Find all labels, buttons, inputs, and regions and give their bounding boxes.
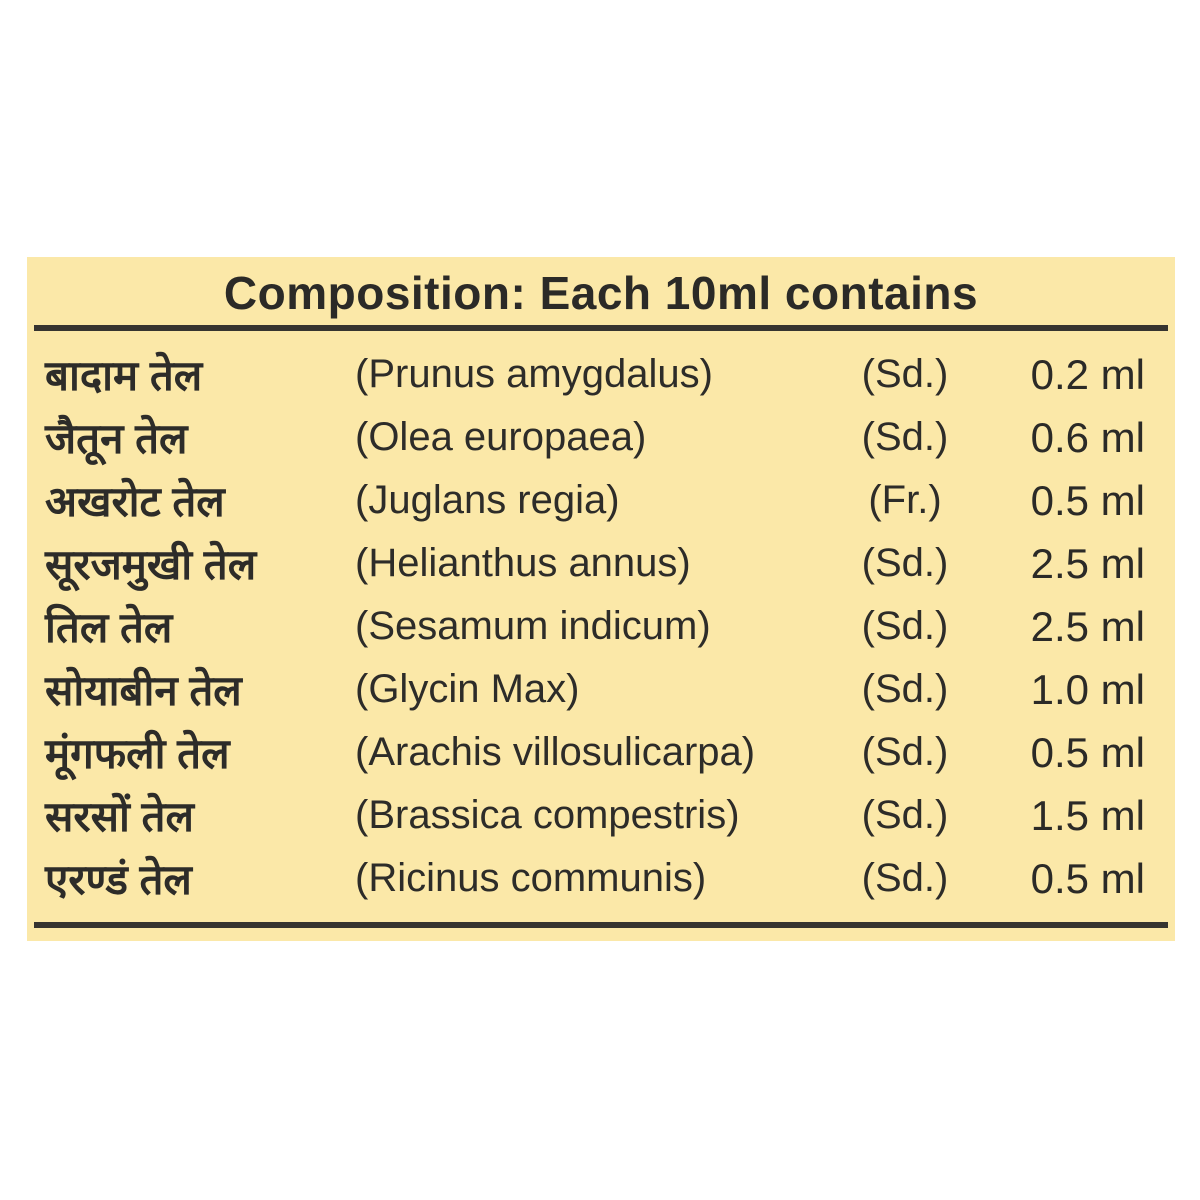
table-row: एरण्डं तेल (Ricinus communis) (Sd.) 0.5 … bbox=[45, 847, 1145, 910]
table-row: सूरजमुखी तेल (Helianthus annus) (Sd.) 2.… bbox=[45, 532, 1145, 595]
table-row: जैतून तेल (Olea europaea) (Sd.) 0.6 ml bbox=[45, 406, 1145, 469]
plant-part-abbreviation: (Sd.) bbox=[861, 415, 949, 459]
table-row: मूंगफली तेल (Arachis villosulicarpa) (Sd… bbox=[45, 721, 1145, 784]
plant-part-abbreviation: (Sd.) bbox=[861, 352, 949, 396]
ingredient-botanical-name: (Olea europaea) bbox=[355, 415, 647, 459]
ingredient-hindi-name: अखरोट तेल bbox=[45, 478, 225, 525]
table-row: अखरोट तेल (Juglans regia) (Fr.) 0.5 ml bbox=[45, 469, 1145, 532]
plant-part-abbreviation: (Sd.) bbox=[861, 604, 949, 648]
ingredient-quantity: 1.0 ml bbox=[1030, 665, 1145, 713]
ingredient-botanical-name: (Prunus amygdalus) bbox=[355, 352, 713, 396]
ingredient-quantity: 0.2 ml bbox=[1030, 350, 1145, 398]
ingredient-botanical-name: (Juglans regia) bbox=[355, 478, 620, 522]
table-row: बादाम तेल (Prunus amygdalus) (Sd.) 0.2 m… bbox=[45, 343, 1145, 406]
composition-panel: Composition: Each 10ml contains बादाम ते… bbox=[27, 257, 1175, 941]
ingredient-hindi-name: सोयाबीन तेल bbox=[45, 667, 242, 714]
ingredient-hindi-name: एरण्डं तेल bbox=[45, 856, 192, 903]
plant-part-abbreviation: (Sd.) bbox=[861, 856, 949, 900]
ingredient-quantity: 0.5 ml bbox=[1030, 854, 1145, 902]
ingredient-botanical-name: (Brassica compestris) bbox=[355, 793, 740, 837]
ingredient-hindi-name: तिल तेल bbox=[45, 604, 173, 651]
table-row: सरसों तेल (Brassica compestris) (Sd.) 1.… bbox=[45, 784, 1145, 847]
ingredient-botanical-name: (Sesamum indicum) bbox=[355, 604, 711, 648]
table-row: सोयाबीन तेल (Glycin Max) (Sd.) 1.0 ml bbox=[45, 658, 1145, 721]
ingredient-hindi-name: सरसों तेल bbox=[45, 793, 194, 840]
ingredient-hindi-name: सूरजमुखी तेल bbox=[45, 541, 257, 588]
ingredient-quantity: 2.5 ml bbox=[1030, 539, 1145, 587]
ingredient-botanical-name: (Glycin Max) bbox=[355, 667, 580, 711]
ingredient-hindi-name: मूंगफली तेल bbox=[45, 730, 230, 777]
ingredient-quantity: 0.5 ml bbox=[1030, 476, 1145, 524]
plant-part-abbreviation: (Sd.) bbox=[861, 541, 949, 585]
table-row: तिल तेल (Sesamum indicum) (Sd.) 2.5 ml bbox=[45, 595, 1145, 658]
plant-part-abbreviation: (Fr.) bbox=[868, 478, 942, 522]
ingredient-quantity: 0.6 ml bbox=[1030, 413, 1145, 461]
ingredient-botanical-name: (Ricinus communis) bbox=[355, 856, 707, 900]
ingredient-botanical-name: (Helianthus annus) bbox=[355, 541, 691, 585]
ingredient-quantity: 0.5 ml bbox=[1030, 728, 1145, 776]
composition-table: बादाम तेल (Prunus amygdalus) (Sd.) 0.2 m… bbox=[27, 331, 1175, 910]
bottom-divider-rule bbox=[34, 922, 1168, 928]
panel-title: Composition: Each 10ml contains bbox=[223, 267, 979, 319]
ingredient-hindi-name: जैतून तेल bbox=[45, 415, 188, 462]
title-divider-rule bbox=[34, 325, 1168, 331]
ingredient-botanical-name: (Arachis villosulicarpa) bbox=[355, 730, 756, 774]
plant-part-abbreviation: (Sd.) bbox=[861, 730, 949, 774]
plant-part-abbreviation: (Sd.) bbox=[861, 667, 949, 711]
ingredient-quantity: 1.5 ml bbox=[1030, 791, 1145, 839]
ingredient-hindi-name: बादाम तेल bbox=[45, 352, 203, 399]
ingredient-quantity: 2.5 ml bbox=[1030, 602, 1145, 650]
plant-part-abbreviation: (Sd.) bbox=[861, 793, 949, 837]
